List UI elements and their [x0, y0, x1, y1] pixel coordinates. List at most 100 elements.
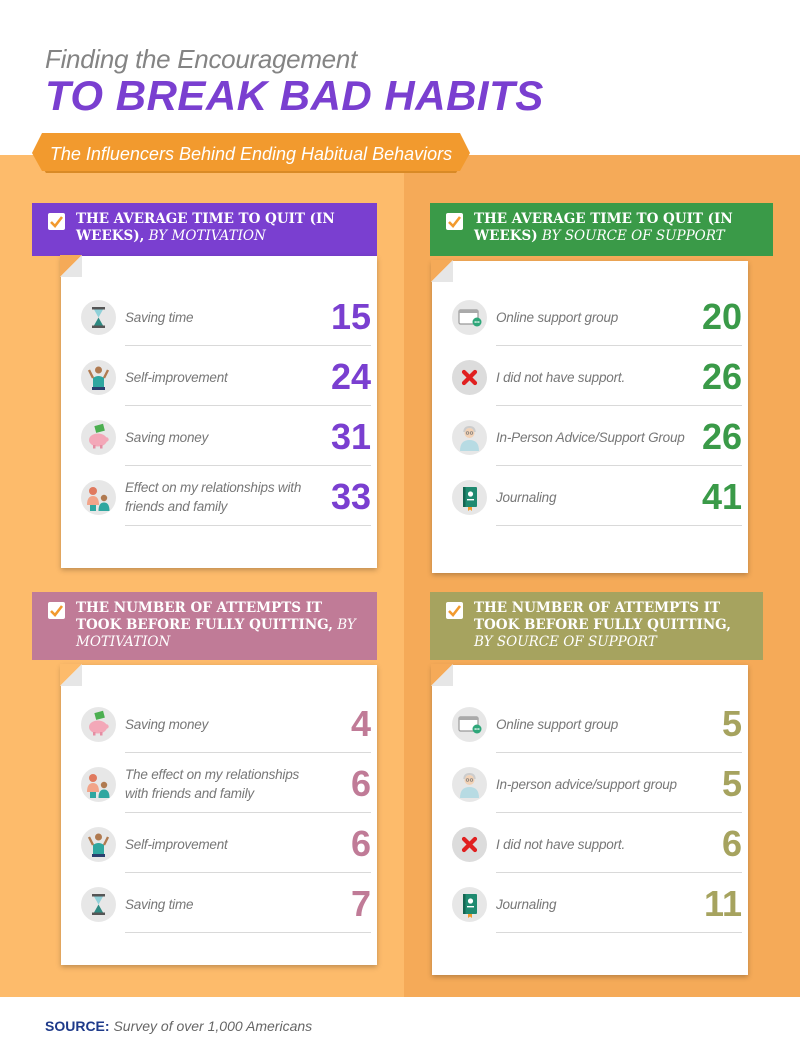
row-label: In-Person Advice/Support Group	[496, 429, 685, 445]
header-italic: BY MOTIVATION	[148, 228, 266, 244]
checkbox-icon	[446, 213, 463, 230]
header-bold: THE AVERAGE TIME TO QUIT (IN WEEKS),	[76, 211, 335, 244]
source-text: Survey of over 1,000 Americans	[113, 1018, 313, 1034]
row-label: Saving time	[125, 309, 194, 325]
header-italic: BY MOTIVATION	[76, 617, 356, 650]
data-row: Saving time 7	[61, 875, 371, 933]
elder-person-icon	[452, 767, 487, 802]
data-row: The effect on my relationships with frie…	[61, 755, 371, 813]
row-value: 11	[703, 883, 742, 924]
row-label: I did not have support.	[496, 836, 625, 852]
row-divider	[125, 872, 371, 873]
row-value: 31	[330, 416, 371, 457]
row-divider	[125, 525, 371, 526]
hourglass-icon	[81, 300, 116, 335]
row-value: 7	[350, 883, 371, 924]
row-value: 5	[721, 763, 742, 804]
data-row: Saving money 4	[61, 695, 371, 753]
title-line-1: Finding the Encouragement	[45, 44, 357, 74]
row-label: Self-improvement	[125, 836, 228, 852]
row-divider	[496, 932, 742, 933]
red-x-icon	[452, 360, 487, 395]
row-label: Online support group	[496, 309, 619, 325]
source-note: SOURCE: Survey of over 1,000 Americans	[45, 1018, 312, 1034]
data-row: I did not have support. 26	[432, 348, 742, 406]
data-row: Effect on my relationships with friends …	[61, 468, 371, 526]
data-row: I did not have support. 6	[432, 815, 742, 873]
data-row: Saving money 31	[61, 408, 371, 466]
row-label: Effect on my relationships with friends …	[125, 480, 302, 514]
elder-person-icon	[452, 420, 487, 455]
page-fold-icon	[431, 260, 453, 282]
family-icon	[81, 480, 116, 515]
panel-card: Saving time 15 Self-improvement 24 Saving mo…	[60, 255, 377, 568]
row-divider	[496, 345, 742, 346]
header-bold: THE AVERAGE TIME TO QUIT (IN WEEKS)	[474, 211, 733, 244]
piggy-bank-icon	[81, 707, 116, 742]
row-divider	[125, 812, 371, 813]
person-cheer-icon	[81, 360, 116, 395]
row-value: 26	[701, 356, 742, 397]
data-row: In-person advice/support group 5	[432, 755, 742, 813]
data-row: In-Person Advice/Support Group 26	[432, 408, 742, 466]
data-row: Saving time 15	[61, 288, 371, 346]
row-label: Saving money	[125, 429, 209, 445]
row-divider	[496, 752, 742, 753]
row-divider	[125, 752, 371, 753]
row-label: Journaling	[496, 489, 557, 505]
data-row: Online support group 20	[432, 288, 742, 346]
row-label: Saving time	[125, 896, 194, 912]
row-label: Online support group	[496, 716, 619, 732]
data-row: Journaling 41	[432, 468, 742, 526]
data-row: Self-improvement 24	[61, 348, 371, 406]
journal-icon	[452, 887, 487, 922]
row-value: 24	[330, 356, 371, 397]
row-value: 6	[721, 823, 742, 864]
red-x-icon	[452, 827, 487, 862]
panel-header: THE NUMBER OF ATTEMPTS IT TOOK BEFORE FU…	[32, 592, 377, 660]
row-value: 15	[330, 296, 371, 337]
data-row: Self-improvement 6	[61, 815, 371, 873]
header-italic: BY SOURCE OF SUPPORT	[541, 228, 725, 244]
journal-icon	[452, 480, 487, 515]
source-label: SOURCE:	[45, 1018, 110, 1034]
page-fold-icon	[60, 664, 82, 686]
checkbox-icon	[48, 213, 65, 230]
row-divider	[496, 525, 742, 526]
person-cheer-icon	[81, 827, 116, 862]
row-divider	[496, 465, 742, 466]
checkbox-icon	[48, 602, 65, 619]
computer-chat-icon	[452, 707, 487, 742]
row-divider	[125, 405, 371, 406]
title-line-2: TO BREAK BAD HABITS	[45, 72, 544, 119]
subtitle-ribbon: The Influencers Behind Ending Habitual B…	[32, 133, 470, 177]
row-value: 4	[350, 703, 371, 744]
header-bold: THE NUMBER OF ATTEMPTS IT TOOK BEFORE FU…	[474, 600, 731, 633]
page-fold-icon	[431, 664, 453, 686]
row-value: 41	[701, 476, 742, 517]
row-divider	[496, 872, 742, 873]
page-fold-icon	[60, 255, 82, 277]
row-value: 33	[330, 476, 371, 517]
row-value: 6	[350, 823, 371, 864]
hourglass-icon	[81, 887, 116, 922]
row-label: Saving money	[125, 716, 209, 732]
row-label: I did not have support.	[496, 369, 625, 385]
row-label: Journaling	[496, 896, 557, 912]
row-divider	[125, 465, 371, 466]
panel-header: THE AVERAGE TIME TO QUIT (IN WEEKS), BY …	[32, 203, 377, 256]
row-value: 5	[721, 703, 742, 744]
family-icon	[81, 767, 116, 802]
checkbox-icon	[446, 602, 463, 619]
computer-chat-icon	[452, 300, 487, 335]
panel-header: THE NUMBER OF ATTEMPTS IT TOOK BEFORE FU…	[430, 592, 763, 660]
panel-card: Saving money 4 The effect on my relationsh…	[60, 664, 377, 965]
row-value: 26	[701, 416, 742, 457]
row-value: 6	[350, 763, 371, 804]
subtitle: The Influencers Behind Ending Habitual B…	[49, 144, 453, 164]
header-italic: BY SOURCE OF SUPPORT	[474, 634, 657, 650]
header-bold: THE NUMBER OF ATTEMPTS IT TOOK BEFORE FU…	[76, 600, 333, 633]
row-label: In-person advice/support group	[496, 776, 677, 792]
panel-card: Online support group 5 In-person advice/su…	[431, 664, 748, 975]
row-divider	[496, 405, 742, 406]
